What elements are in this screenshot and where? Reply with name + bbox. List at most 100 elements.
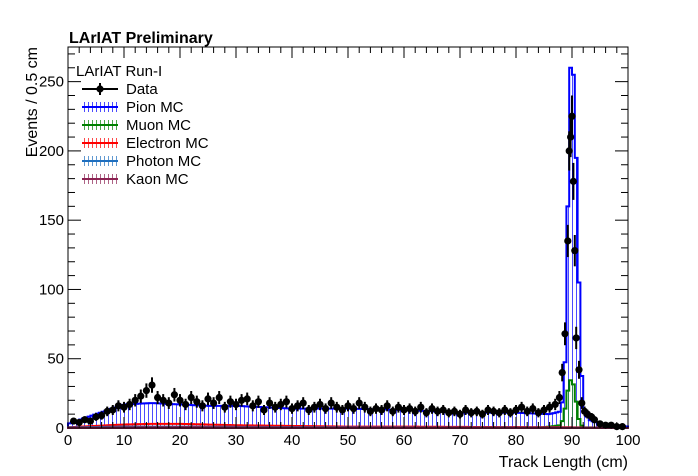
data-point xyxy=(154,391,162,405)
data-point xyxy=(114,400,122,412)
data-point xyxy=(540,404,548,415)
data-point xyxy=(182,398,190,411)
x-tick-label: 80 xyxy=(508,432,525,449)
data-point xyxy=(142,383,150,398)
data-marker xyxy=(98,411,106,420)
data-marker xyxy=(344,402,352,410)
data-point xyxy=(355,397,363,409)
data-point xyxy=(277,398,285,411)
data-marker xyxy=(467,409,475,417)
data-point xyxy=(462,404,470,415)
data-point xyxy=(394,401,402,413)
data-marker xyxy=(294,402,302,410)
data-marker xyxy=(607,421,615,429)
data-marker xyxy=(81,416,89,424)
data-point xyxy=(501,404,509,415)
data-point xyxy=(478,409,486,419)
data-point xyxy=(564,224,572,258)
y-tick-label: 50 xyxy=(47,351,64,368)
data-marker xyxy=(462,406,470,414)
data-point xyxy=(467,408,475,418)
data-point xyxy=(428,403,436,414)
data-point xyxy=(148,377,156,393)
data-marker xyxy=(187,393,195,402)
data-marker xyxy=(389,407,397,415)
data-marker xyxy=(445,409,453,417)
data-point xyxy=(366,406,374,417)
data-point xyxy=(221,401,229,413)
data-point xyxy=(578,397,586,409)
data-marker xyxy=(378,406,386,414)
x-tick-label: 20 xyxy=(172,432,189,449)
data-marker xyxy=(372,405,380,413)
data-marker xyxy=(310,403,318,411)
data-point xyxy=(361,401,369,413)
data-marker xyxy=(92,413,100,421)
data-point xyxy=(316,398,324,411)
legend-swatch-marker xyxy=(96,85,104,93)
data-marker xyxy=(473,407,481,415)
data-point xyxy=(92,412,100,421)
data-point xyxy=(338,404,346,415)
data-point xyxy=(378,404,386,415)
data-marker xyxy=(411,407,419,415)
data-point xyxy=(226,395,234,408)
legend-label: Electron MC xyxy=(126,135,209,152)
data-point xyxy=(204,392,212,406)
data-marker xyxy=(551,400,559,409)
data-point xyxy=(607,421,615,429)
y-tick-label: 150 xyxy=(39,212,64,229)
legend-label: Muon MC xyxy=(126,117,191,134)
data-marker xyxy=(417,403,425,411)
data-point xyxy=(512,404,520,415)
legend-header: LArIAT Run-I xyxy=(76,63,162,80)
data-point xyxy=(81,416,89,424)
data-point xyxy=(282,395,290,408)
data-marker xyxy=(350,405,358,413)
data-marker xyxy=(176,396,184,404)
data-marker xyxy=(394,403,402,411)
data-marker xyxy=(590,416,599,424)
data-point xyxy=(70,417,78,425)
data-point xyxy=(170,387,178,402)
data-point xyxy=(176,394,184,407)
data-points xyxy=(70,95,627,431)
data-marker xyxy=(506,409,514,417)
x-tick-label: 90 xyxy=(564,432,581,449)
data-marker xyxy=(355,399,363,407)
data-marker xyxy=(523,407,531,415)
data-point xyxy=(568,95,576,138)
data-marker xyxy=(170,391,178,399)
data-point xyxy=(411,406,419,417)
data-marker xyxy=(204,395,212,403)
data-marker xyxy=(126,400,134,409)
data-marker xyxy=(103,407,111,415)
chart-title: LArIAT Preliminary xyxy=(69,30,213,47)
data-marker xyxy=(210,399,218,407)
data-marker xyxy=(495,409,503,417)
data-point xyxy=(266,397,274,409)
legend-label: Kaon MC xyxy=(126,171,189,188)
data-point xyxy=(350,403,358,414)
data-marker xyxy=(322,405,330,413)
data-marker xyxy=(333,403,341,411)
data-point xyxy=(590,416,599,424)
data-point xyxy=(389,406,397,417)
data-marker xyxy=(120,403,128,411)
data-marker xyxy=(114,402,122,410)
data-marker xyxy=(400,406,408,414)
data-point xyxy=(344,400,352,412)
data-point xyxy=(572,326,580,350)
y-tick-label: 250 xyxy=(39,74,64,91)
data-marker xyxy=(561,330,569,338)
data-marker xyxy=(316,400,324,409)
data-marker xyxy=(558,368,566,377)
data-marker xyxy=(215,393,223,402)
legend-entry-data: Data xyxy=(82,81,158,98)
x-tick-label: 40 xyxy=(284,432,301,449)
data-marker xyxy=(406,405,414,413)
data-point xyxy=(103,406,111,417)
data-marker xyxy=(501,406,509,414)
